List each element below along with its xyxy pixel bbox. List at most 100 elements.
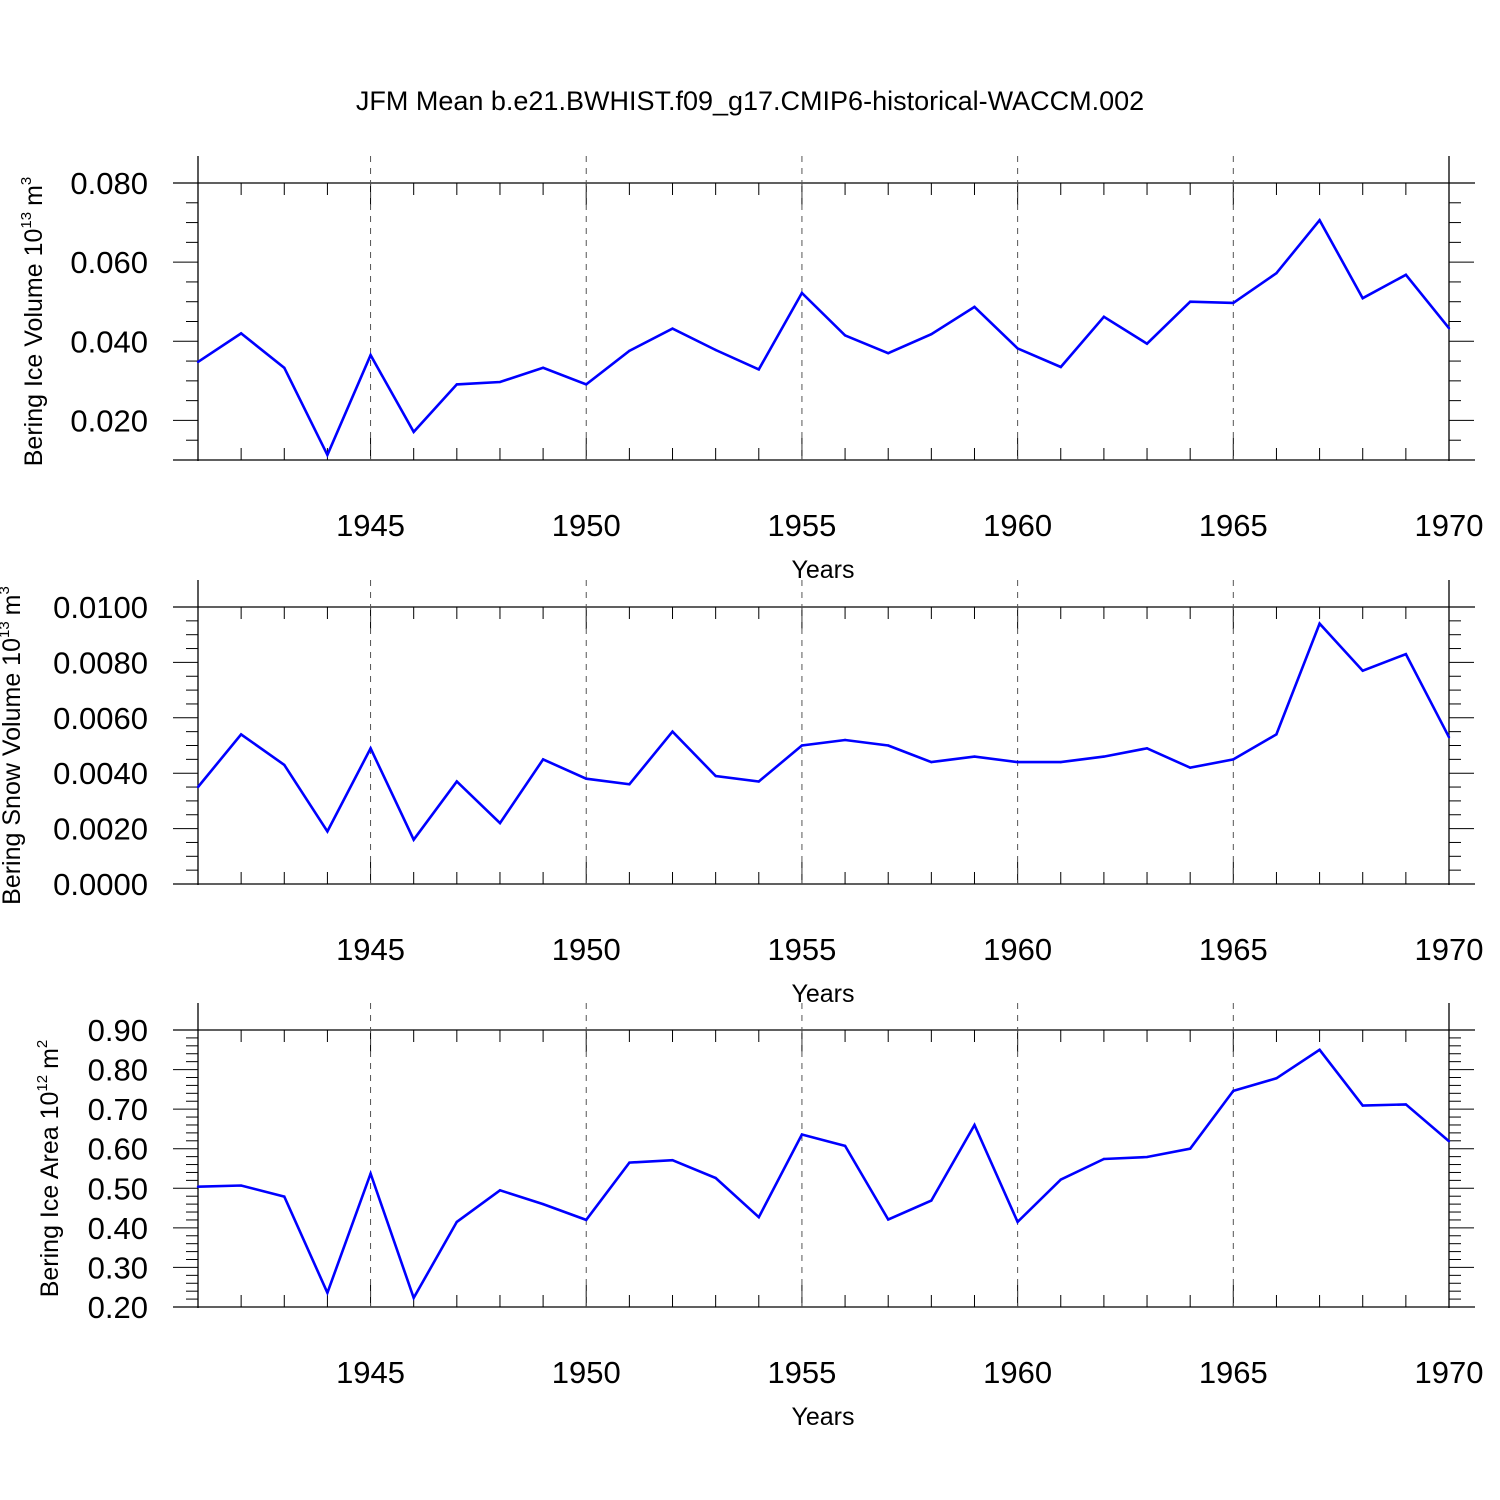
x-tick-label: 1950 — [552, 508, 621, 543]
data-point — [1404, 1103, 1408, 1106]
data-point — [1275, 272, 1278, 275]
data-point — [1318, 218, 1321, 222]
series-line — [197, 1048, 1450, 1302]
data-point — [714, 774, 717, 778]
data-point — [369, 353, 372, 357]
x-tick-label: 1960 — [983, 1355, 1052, 1390]
data-point — [1232, 758, 1235, 761]
y-tick-label: 0.30 — [88, 1250, 148, 1285]
data-point — [1318, 622, 1321, 625]
x-tick-label: 1965 — [1199, 508, 1268, 543]
data-point — [498, 821, 502, 825]
data-point — [887, 1218, 890, 1221]
y-tick-label: 0.040 — [70, 324, 148, 359]
data-point — [757, 780, 760, 783]
data-point — [196, 360, 200, 364]
x-tick-label: 1965 — [1199, 1355, 1268, 1390]
data-point — [412, 430, 415, 434]
data-point — [887, 744, 890, 747]
data-point — [455, 383, 459, 386]
data-point — [541, 366, 545, 369]
data-point — [1361, 296, 1364, 300]
data-point — [541, 758, 545, 761]
data-point — [498, 1189, 502, 1192]
data-point — [1404, 652, 1408, 656]
data-point — [326, 453, 329, 457]
data-point — [800, 1133, 804, 1136]
data-point — [1318, 1048, 1321, 1051]
data-point — [843, 334, 847, 337]
data-point — [283, 366, 286, 369]
y-tick-label: 0.60 — [88, 1132, 148, 1167]
data-point — [283, 763, 286, 767]
data-point — [455, 780, 459, 783]
x-tick-label: 1970 — [1415, 508, 1484, 543]
y-axis-label: Bering Snow Volume 1013 m3 — [0, 586, 26, 905]
data-point — [671, 1158, 674, 1162]
y-axis-label-exponent: 12 — [34, 1075, 51, 1092]
y-axis-label-text: Bering Ice Volume 10 — [20, 229, 48, 467]
data-point — [800, 744, 804, 747]
x-tick-label: 1945 — [336, 932, 405, 967]
data-point — [1361, 1104, 1364, 1107]
y-tick-label: 0.0080 — [53, 645, 148, 680]
data-point — [714, 348, 717, 352]
data-point — [930, 1199, 933, 1202]
data-point — [412, 838, 415, 841]
data-point — [369, 1172, 372, 1175]
x-tick-label: 1955 — [767, 1355, 836, 1390]
x-tick-label: 1955 — [767, 508, 836, 543]
panel-3: 1945 1950 1955 1960 1965 1970 Years 0.20 0.30 0.4… — [34, 1003, 1483, 1431]
data-point — [1016, 760, 1019, 764]
y-axis-label-exponent: 13 — [18, 212, 35, 229]
data-point — [800, 291, 804, 295]
data-point — [1447, 327, 1451, 330]
data-point — [585, 383, 588, 386]
data-point — [1232, 301, 1235, 305]
data-point — [1145, 342, 1149, 345]
data-point — [239, 332, 243, 335]
data-point — [1059, 365, 1062, 369]
y-tick-label: 0.20 — [88, 1290, 148, 1325]
y-axis-label-unit: m — [0, 594, 26, 615]
y-axis-label-unit-exponent: 2 — [34, 1040, 51, 1048]
data-point — [585, 1218, 588, 1222]
data-point — [239, 733, 243, 736]
data-point — [843, 738, 847, 742]
y-tick-label: 0.0020 — [53, 812, 148, 847]
data-point — [283, 1195, 286, 1198]
y-tick-label: 0.0040 — [53, 756, 148, 791]
data-point — [757, 1215, 760, 1219]
data-point — [585, 777, 588, 780]
data-point — [498, 380, 502, 384]
data-point — [412, 1296, 415, 1300]
data-point — [1447, 1139, 1451, 1143]
data-point — [239, 1184, 243, 1187]
x-tick-label: 1945 — [336, 508, 405, 543]
panel-2: 1945 1950 1955 1960 1965 1970 Years 0.0000 0.002… — [0, 580, 1483, 1008]
data-point — [196, 785, 200, 789]
data-point — [930, 332, 933, 336]
x-axis-label: Years — [791, 556, 854, 584]
y-axis-label-text: Bering Snow Volume 10 — [0, 638, 26, 905]
series-line — [196, 621, 1451, 843]
data-point — [973, 755, 976, 758]
x-tick-label: 1950 — [552, 932, 621, 967]
data-point — [628, 783, 631, 786]
y-axis-label: Bering Ice Volume 1013 m3 — [18, 177, 48, 467]
x-axis-label: Years — [791, 1403, 854, 1431]
y-tick-label: 0.90 — [88, 1013, 148, 1048]
y-axis-label: Bering Ice Area 1012 m2 — [34, 1040, 64, 1298]
x-tick-label: 1970 — [1415, 932, 1484, 967]
y-axis-label-exponent: 13 — [0, 621, 13, 638]
data-point — [1404, 273, 1408, 277]
data-point — [1102, 1157, 1106, 1161]
data-point — [843, 1144, 847, 1148]
x-tick-label: 1960 — [983, 508, 1052, 543]
data-point — [973, 305, 976, 309]
data-point — [887, 351, 890, 355]
x-tick-label: 1950 — [552, 1355, 621, 1390]
x-axis-label: Years — [791, 980, 854, 1008]
y-axis-label-unit-exponent: 3 — [0, 586, 13, 594]
data-point — [369, 747, 372, 750]
